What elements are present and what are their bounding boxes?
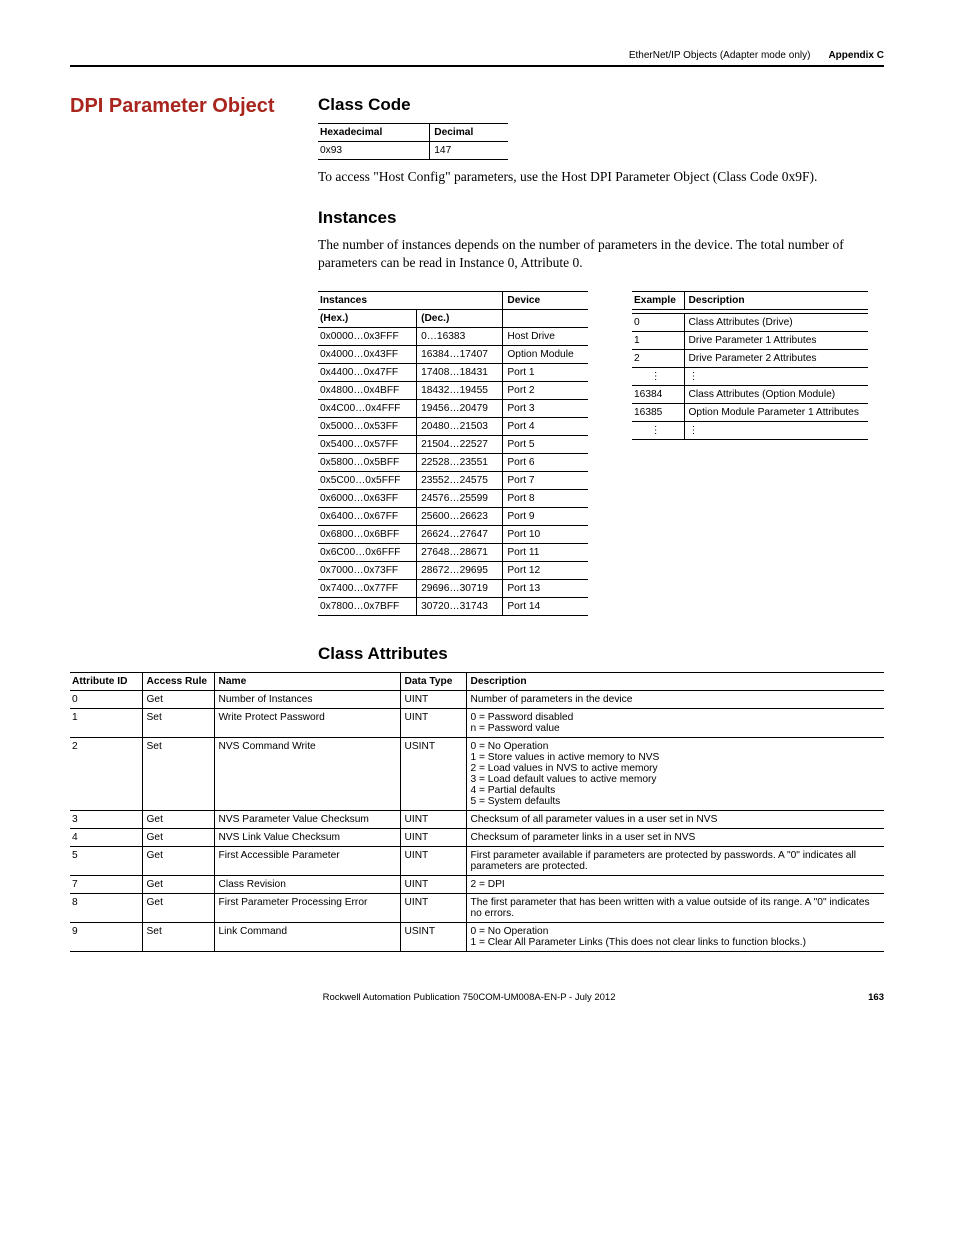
table-row: 3GetNVS Parameter Value ChecksumUINTChec… <box>70 810 884 828</box>
table-row: ⋮⋮ <box>632 367 868 385</box>
cc-v-hex: 0x93 <box>318 142 430 160</box>
table-row: 0x5C00…0x5FFF23552…24575Port 7 <box>318 471 588 489</box>
running-header: EtherNet/IP Objects (Adapter mode only) … <box>70 50 884 67</box>
footer-page: 163 <box>868 992 884 1003</box>
example-table: Example Description 0Class Attributes (D… <box>632 291 868 440</box>
page-footer: Rockwell Automation Publication 750COM-U… <box>70 992 884 1003</box>
instances-heading: Instances <box>318 208 884 228</box>
inst-h-instances: Instances <box>318 291 503 309</box>
table-row: 0x5400…0x57FF21504…22527Port 5 <box>318 435 588 453</box>
table-row: 4GetNVS Link Value ChecksumUINTChecksum … <box>70 828 884 846</box>
header-appendix: Appendix C <box>828 50 884 61</box>
table-row: 0x5800…0x5BFF22528…23551Port 6 <box>318 453 588 471</box>
class-attr-heading: Class Attributes <box>318 644 884 664</box>
ex-h-desc: Description <box>684 291 868 309</box>
class-attr-table: Attribute ID Access Rule Name Data Type … <box>70 672 884 952</box>
cc-v-dec: 147 <box>430 142 508 160</box>
cc-h-dec: Decimal <box>430 124 508 142</box>
page-title: DPI Parameter Object <box>70 95 300 118</box>
table-row: ⋮⋮ <box>632 421 868 439</box>
table-row: 2Drive Parameter 2 Attributes <box>632 349 868 367</box>
table-row: 0x6800…0x6BFF26624…27647Port 10 <box>318 525 588 543</box>
class-code-table: Hexadecimal Decimal 0x93 147 <box>318 123 508 160</box>
table-row: 0x0000…0x3FFF0…16383Host Drive <box>318 327 588 345</box>
class-code-heading: Class Code <box>318 95 884 115</box>
table-row: 0x7400…0x77FF29696…30719Port 13 <box>318 579 588 597</box>
table-row: 16385Option Module Parameter 1 Attribute… <box>632 403 868 421</box>
inst-sub-dec: (Dec.) <box>417 309 503 327</box>
table-row: 0x6000…0x63FF24576…25599Port 8 <box>318 489 588 507</box>
cc-h-hex: Hexadecimal <box>318 124 430 142</box>
inst-h-device: Device <box>503 291 588 309</box>
table-row: 0x4000…0x43FF16384…17407Option Module <box>318 345 588 363</box>
ca-h-1: Access Rule <box>142 672 214 690</box>
ca-h-3: Data Type <box>400 672 466 690</box>
table-row: 0Class Attributes (Drive) <box>632 313 868 331</box>
instances-intro: The number of instances depends on the n… <box>318 236 884 272</box>
footer-pub: Rockwell Automation Publication 750COM-U… <box>70 992 868 1003</box>
table-row: 0x7800…0x7BFF30720…31743Port 14 <box>318 597 588 615</box>
table-row: 2SetNVS Command WriteUSINT0 = No Operati… <box>70 737 884 810</box>
table-row: 0x6400…0x67FF25600…26623Port 9 <box>318 507 588 525</box>
table-row: 1Drive Parameter 1 Attributes <box>632 331 868 349</box>
header-title: EtherNet/IP Objects (Adapter mode only) <box>629 50 811 61</box>
table-row: 0GetNumber of InstancesUINTNumber of par… <box>70 690 884 708</box>
table-row: 0x7000…0x73FF28672…29695Port 12 <box>318 561 588 579</box>
ex-h-example: Example <box>632 291 684 309</box>
table-row: 8GetFirst Parameter Processing ErrorUINT… <box>70 893 884 922</box>
table-row: 0x4400…0x47FF17408…18431Port 1 <box>318 363 588 381</box>
class-code-note: To access "Host Config" parameters, use … <box>318 168 884 186</box>
inst-sub-hex: (Hex.) <box>318 309 417 327</box>
table-row: 1SetWrite Protect PasswordUINT0 = Passwo… <box>70 708 884 737</box>
ca-h-2: Name <box>214 672 400 690</box>
table-row: 0x5000…0x53FF20480…21503Port 4 <box>318 417 588 435</box>
table-row: 16384Class Attributes (Option Module) <box>632 385 868 403</box>
table-row: 9SetLink CommandUSINT0 = No Operation1 =… <box>70 922 884 951</box>
ca-h-4: Description <box>466 672 884 690</box>
table-row: 7GetClass RevisionUINT2 = DPI <box>70 875 884 893</box>
table-row: 0x4C00…0x4FFF19456…20479Port 3 <box>318 399 588 417</box>
table-row: 0x4800…0x4BFF18432…19455Port 2 <box>318 381 588 399</box>
instances-table: Instances Device (Hex.) (Dec.) 0x0000…0x… <box>318 291 588 616</box>
table-row: 0x6C00…0x6FFF27648…28671Port 11 <box>318 543 588 561</box>
table-row: 5GetFirst Accessible ParameterUINTFirst … <box>70 846 884 875</box>
ca-h-0: Attribute ID <box>70 672 142 690</box>
